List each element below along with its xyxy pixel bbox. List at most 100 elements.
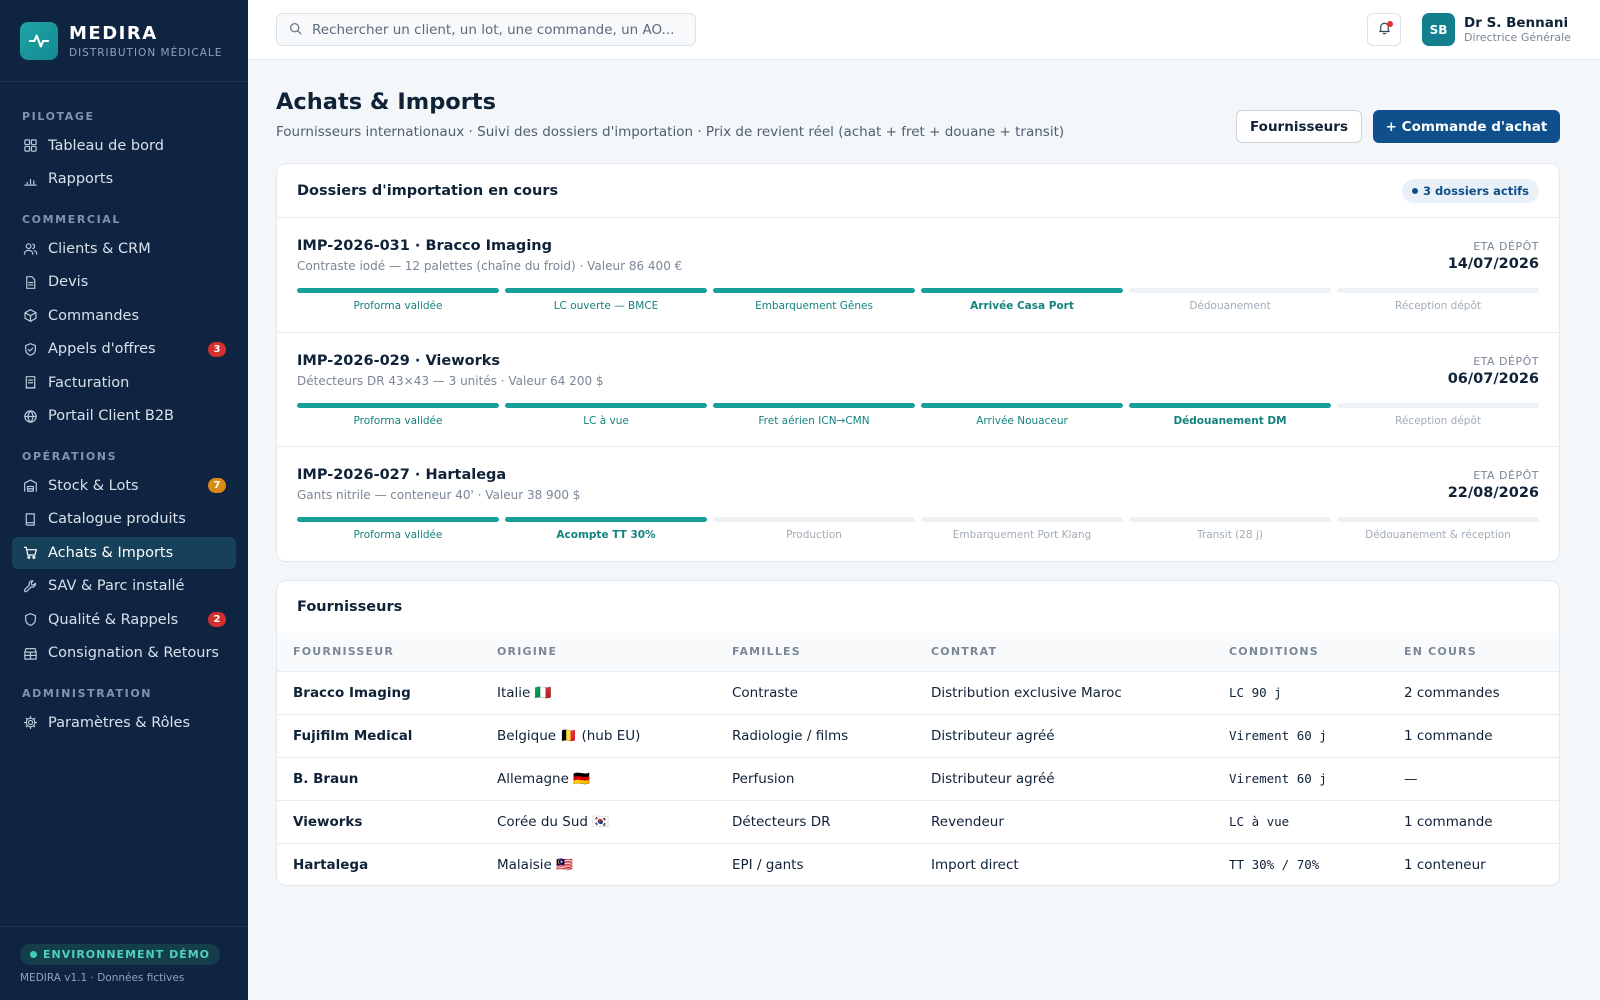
sidebar-item-consignation-retours[interactable]: Consignation & Retours: [12, 637, 236, 669]
sidebar-item-label: SAV & Parc installé: [48, 578, 185, 594]
sidebar-footer: ENVIRONNEMENT DÉMO MEDIRA v1.1 · Données…: [0, 926, 248, 1000]
new-purchase-order-button[interactable]: + Commande d'achat: [1373, 110, 1560, 143]
progress-step: Transit (28 j): [1129, 517, 1331, 541]
table-cell: 1 commande: [1388, 800, 1559, 844]
table-cell: —: [1388, 757, 1559, 801]
table-cell: Belgique 🇧🇪 (hub EU): [481, 714, 716, 758]
suppliers-button[interactable]: Fournisseurs: [1236, 110, 1362, 143]
cart-icon: [22, 545, 38, 561]
eta-date: 14/07/2026: [1447, 256, 1539, 272]
table-row[interactable]: Hartalega Malaisie 🇲🇾 EPI / gants Import di…: [277, 843, 1559, 885]
sidebar-item-sav-parc-installe[interactable]: SAV & Parc installé: [12, 570, 236, 602]
sidebar-item-qualite-rappels[interactable]: Qualité & Rappels 2: [12, 604, 236, 636]
supplier-name: Bracco Imaging: [277, 671, 481, 715]
search-placeholder: Rechercher un client, un lot, une comman…: [312, 21, 675, 38]
notifications-button[interactable]: [1367, 13, 1401, 46]
gear-icon: [22, 715, 38, 731]
supplier-name: Fujifilm Medical: [277, 714, 481, 758]
sidebar-item-stock-lots[interactable]: Stock & Lots 7: [12, 470, 236, 502]
supplier-name: Vieworks: [277, 800, 481, 844]
environment-label: ENVIRONNEMENT DÉMO: [43, 948, 211, 961]
table-cell: 1 commande: [1388, 714, 1559, 758]
pulse-logo-icon: [20, 21, 58, 60]
search-input[interactable]: Rechercher un client, un lot, une comman…: [276, 13, 696, 46]
sidebar-item-tableau-de-bord[interactable]: Tableau de bord: [12, 130, 236, 162]
sidebar-item-label: Commandes: [48, 307, 140, 324]
step-label: Fret aérien ICN→CMN: [758, 414, 870, 427]
table-row[interactable]: Fujifilm Medical Belgique 🇧🇪 (hub EU) Radi…: [277, 714, 1559, 758]
notification-dot: [1387, 21, 1393, 27]
table-cell: 2 commandes: [1388, 671, 1559, 715]
avatar[interactable]: SB: [1422, 13, 1455, 46]
nav-section-title: PILOTAGE: [22, 110, 95, 123]
sidebar-item-portail-client-b2b[interactable]: Portail Client B2B: [12, 400, 236, 432]
progress-step: Proforma validée: [297, 402, 499, 427]
step-bar: [297, 288, 499, 293]
step-bar: [1129, 402, 1331, 408]
table-row[interactable]: Vieworks Corée du Sud 🇰🇷 Détecteurs DR Reve…: [277, 800, 1559, 844]
sidebar-item-rapports[interactable]: Rapports: [12, 163, 236, 195]
step-bar: [505, 402, 707, 408]
count-badge: 2: [208, 612, 226, 627]
suppliers-table: FOURNISSEUR ORIGINE FAMILLES CONTRAT CONDITI…: [277, 633, 1559, 885]
column-header-conditions: CONDITIONS: [1213, 633, 1388, 672]
brand-subtitle: DISTRIBUTION MÉDICALE: [69, 46, 223, 59]
progress-step: Acompte TT 30%: [505, 517, 707, 541]
step-label: Dédouanement: [1189, 300, 1271, 312]
table-row[interactable]: Bracco Imaging Italie 🇮🇹 Contraste Distribu…: [277, 671, 1559, 715]
user-role: Directrice Générale: [1464, 31, 1571, 44]
sidebar-item-label: Consignation & Retours: [48, 645, 219, 661]
step-label: Dédouanement DM: [1173, 414, 1287, 427]
sidebar-item-parametres-roles[interactable]: Paramètres & Rôles: [12, 707, 236, 739]
book-icon: [22, 511, 38, 527]
table-body: Bracco Imaging Italie 🇮🇹 Contraste Distribu…: [277, 671, 1559, 885]
brand[interactable]: MEDIRA DISTRIBUTION MÉDICALE: [0, 0, 248, 82]
imports-card-title: Dossiers d'importation en cours: [297, 182, 559, 199]
table-row[interactable]: B. Braun Allemagne 🇩🇪 Perfusion Distributeu…: [277, 757, 1559, 801]
sidebar-item-commandes[interactable]: Commandes: [12, 300, 236, 332]
table-cell: LC à vue: [1213, 800, 1388, 844]
user-name[interactable]: Dr S. Bennani: [1464, 15, 1569, 31]
version-text: MEDIRA v1.1 · Données fictives: [20, 972, 185, 984]
nav-section-title: ADMINISTRATION: [22, 687, 153, 700]
import-dossier-row[interactable]: IMP-2026-031 · Bracco Imaging Contraste i…: [277, 218, 1559, 333]
sidebar-item-facturation[interactable]: Facturation: [12, 367, 236, 399]
progress-step: Production: [713, 517, 915, 541]
column-header-en-cours: EN COURS: [1388, 633, 1559, 672]
column-header-familles: FAMILLES: [716, 633, 915, 672]
table-cell: Distribution exclusive Maroc: [915, 671, 1213, 715]
eta-date: 22/08/2026: [1447, 485, 1539, 501]
step-label: Production: [786, 529, 842, 541]
step-bar: [713, 402, 915, 408]
sidebar: MEDIRA DISTRIBUTION MÉDICALE PILOTAGE Tab…: [0, 0, 248, 1000]
table-cell: Corée du Sud 🇰🇷: [481, 800, 716, 844]
sidebar-item-achats-imports[interactable]: Achats & Imports: [12, 536, 236, 569]
table-cell: EPI / gants: [732, 856, 804, 873]
import-dossier-row[interactable]: IMP-2026-029 · Vieworks Détecteurs DR 43×…: [277, 333, 1559, 447]
sidebar-nav: PILOTAGE Tableau de bord Rapports COMMERCIA…: [0, 82, 248, 739]
warehouse-icon: [22, 478, 38, 494]
sidebar-item-appels-d-offres[interactable]: Appels d'offres 3: [12, 333, 236, 365]
suppliers-card-title: Fournisseurs: [297, 599, 403, 615]
progress-step: Embarquement Port Klang: [921, 517, 1123, 541]
progress-step: Dédouanement DM: [1129, 402, 1331, 427]
active-dossiers-badge: 3 dossiers actifs: [1402, 178, 1539, 203]
step-bar: [1337, 517, 1539, 522]
table-cell: 1 conteneur: [1404, 856, 1486, 873]
sidebar-item-catalogue-produits[interactable]: Catalogue produits: [12, 503, 236, 535]
step-label: Réception dépôt: [1395, 414, 1481, 427]
bell-icon: [1377, 20, 1392, 39]
wrench-icon: [22, 578, 38, 594]
supplier-name: Hartalega: [293, 856, 369, 873]
import-dossier-row[interactable]: IMP-2026-027 · Hartalega Gants nitrile — …: [277, 447, 1559, 561]
table-header-row: FOURNISSEUR ORIGINE FAMILLES CONTRAT CONDITI…: [277, 633, 1559, 672]
sidebar-item-devis[interactable]: Devis: [12, 266, 236, 298]
column-header-origine: ORIGINE: [481, 633, 716, 672]
progress-steps: Proforma validée Acompte TT 30% Production…: [297, 517, 1539, 541]
progress-step: Fret aérien ICN→CMN: [713, 402, 915, 427]
step-bar: [921, 517, 1123, 522]
sidebar-item-clients-crm[interactable]: Clients & CRM: [12, 233, 236, 265]
sidebar-item-label: Appels d'offres: [48, 341, 156, 357]
shield-icon: [22, 341, 38, 357]
step-label: Dédouanement & réception: [1365, 529, 1511, 541]
